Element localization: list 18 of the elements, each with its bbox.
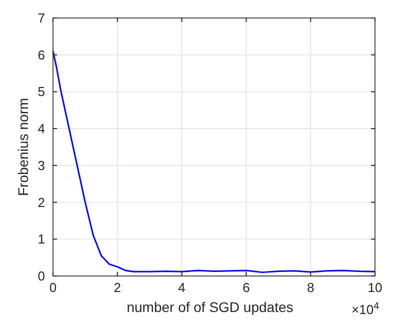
y-tick-label: 1 [38, 232, 45, 247]
x-tick-label: 2 [114, 280, 122, 295]
y-tick-label: 5 [38, 84, 45, 100]
y-tick-label: 7 [38, 10, 45, 26]
x-axis-title: number of of SGD updates [126, 299, 294, 315]
y-tick-label: 4 [38, 121, 45, 136]
y-axis-title: Frobenius norm [15, 98, 31, 196]
x-tick-label: 0 [49, 280, 57, 295]
y-tick-label: 2 [38, 194, 45, 210]
y-tick-label: 3 [38, 158, 45, 173]
x-tick-label: 10 [368, 280, 382, 295]
y-tick-label: 6 [38, 47, 45, 62]
x-tick-label: 6 [242, 280, 250, 295]
text: ×10$^{4}$ [352, 300, 380, 317]
x-tick-label: 8 [306, 280, 314, 295]
line-series [52, 50, 376, 274]
y-tick-label: 0 [38, 268, 45, 284]
x-tick-label: 4 [178, 280, 186, 295]
